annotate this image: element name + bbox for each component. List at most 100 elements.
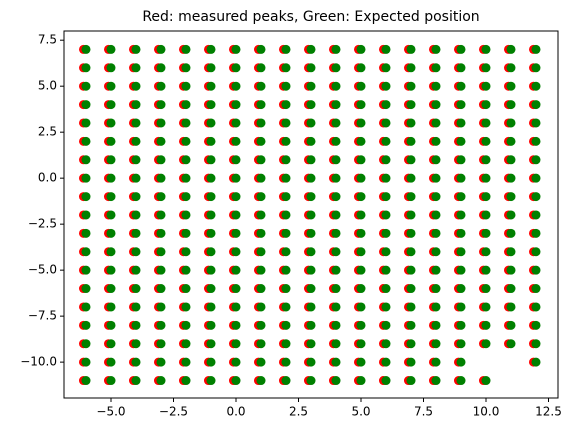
x-tick-label: −2.5 [159, 405, 188, 419]
point [206, 284, 216, 294]
point [506, 339, 516, 349]
point [206, 44, 216, 54]
point [106, 136, 116, 146]
y-tick-label: −7.5 [28, 309, 57, 323]
point [456, 210, 466, 220]
point [356, 228, 366, 238]
point [506, 302, 516, 312]
point [481, 81, 491, 91]
point [306, 320, 316, 330]
point [331, 63, 341, 73]
point [81, 136, 91, 146]
point [156, 63, 166, 73]
point [306, 376, 316, 386]
point [406, 44, 416, 54]
point [256, 265, 266, 275]
point [381, 155, 391, 165]
point [356, 284, 366, 294]
point [381, 118, 391, 128]
point [231, 228, 241, 238]
point [256, 118, 266, 128]
point [106, 320, 116, 330]
point [131, 265, 141, 275]
point [481, 247, 491, 257]
point [531, 81, 541, 91]
point [281, 100, 291, 110]
point [481, 265, 491, 275]
point [531, 44, 541, 54]
point [306, 339, 316, 349]
x-tick-label: 7.5 [414, 405, 433, 419]
point [306, 63, 316, 73]
x-tick-label: 0.0 [226, 405, 245, 419]
point [506, 173, 516, 183]
point [456, 376, 466, 386]
point [306, 44, 316, 54]
point [331, 100, 341, 110]
point [256, 63, 266, 73]
point [81, 339, 91, 349]
point [456, 63, 466, 73]
point [406, 192, 416, 202]
point [381, 320, 391, 330]
point [231, 81, 241, 91]
point [531, 63, 541, 73]
point [156, 339, 166, 349]
x-tick-label: −5.0 [96, 405, 125, 419]
point [156, 376, 166, 386]
y-tick-label: −10.0 [20, 355, 57, 369]
point [81, 155, 91, 165]
point [331, 357, 341, 367]
point [331, 210, 341, 220]
x-tick-label: 12.5 [535, 405, 562, 419]
point [356, 100, 366, 110]
point [506, 81, 516, 91]
point [456, 100, 466, 110]
point [181, 320, 191, 330]
point [156, 210, 166, 220]
point [156, 320, 166, 330]
point [231, 100, 241, 110]
point [306, 357, 316, 367]
point [356, 376, 366, 386]
point [231, 265, 241, 275]
point [81, 118, 91, 128]
point [481, 173, 491, 183]
point [131, 302, 141, 312]
point [81, 302, 91, 312]
point [181, 100, 191, 110]
point [331, 376, 341, 386]
point [381, 247, 391, 257]
point [506, 44, 516, 54]
point [131, 118, 141, 128]
point [181, 228, 191, 238]
point [206, 320, 216, 330]
point [431, 210, 441, 220]
point [231, 284, 241, 294]
point [131, 210, 141, 220]
point [456, 136, 466, 146]
point [131, 63, 141, 73]
point [331, 265, 341, 275]
point [506, 63, 516, 73]
point [256, 210, 266, 220]
point [356, 173, 366, 183]
point [256, 284, 266, 294]
point [481, 302, 491, 312]
point [381, 100, 391, 110]
point [406, 339, 416, 349]
point [181, 118, 191, 128]
point [156, 81, 166, 91]
point [456, 339, 466, 349]
point [231, 320, 241, 330]
point [456, 81, 466, 91]
point [156, 155, 166, 165]
point [306, 228, 316, 238]
point [506, 100, 516, 110]
point [506, 136, 516, 146]
point [106, 339, 116, 349]
point [506, 192, 516, 202]
point [231, 155, 241, 165]
